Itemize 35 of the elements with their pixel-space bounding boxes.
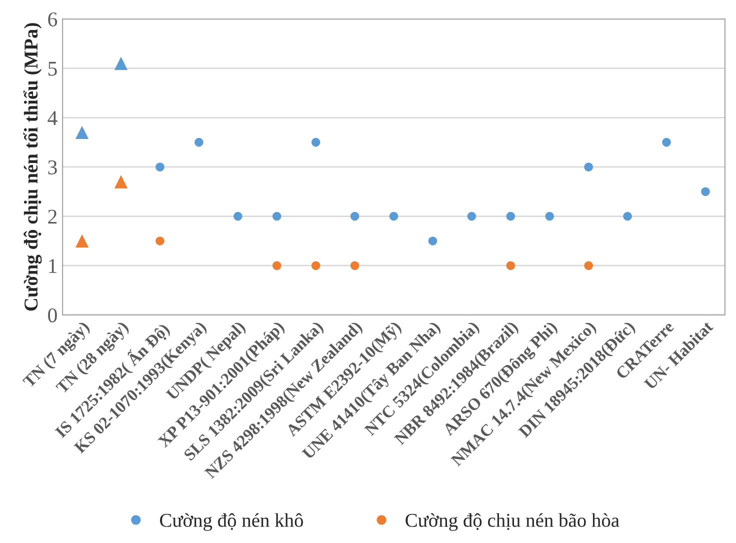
point [545, 212, 554, 221]
point [272, 261, 282, 270]
point [234, 212, 242, 221]
y-tick-label: 1 [49, 259, 56, 273]
legend-label: Cường độ nén khô [160, 513, 303, 531]
point [662, 138, 671, 147]
y-tick-label: 3 [48, 160, 57, 174]
point [584, 261, 593, 270]
point [75, 234, 89, 248]
point [114, 56, 128, 70]
point [75, 126, 89, 140]
point [506, 261, 516, 270]
y-tick-label: 2 [48, 210, 57, 224]
y-tick-label: 5 [48, 62, 57, 76]
point [584, 162, 593, 172]
point [114, 175, 128, 188]
point [156, 236, 164, 246]
point [350, 212, 360, 221]
point [350, 261, 360, 270]
y-axis-title: Cường độ chịu nén tối thiểu (MPa) [23, 23, 42, 311]
y-tick-label: 0 [48, 308, 57, 322]
y-tick-label: 6 [48, 12, 58, 26]
legend-label: Cường độ chịu nén bão hòa [406, 513, 620, 531]
point [701, 187, 710, 196]
point [389, 212, 398, 221]
point [156, 162, 164, 172]
point [467, 212, 476, 221]
point [506, 212, 516, 221]
point [311, 138, 320, 147]
y-tick-label: 4 [48, 111, 58, 125]
point [623, 212, 632, 221]
point [311, 261, 320, 270]
point [428, 236, 438, 246]
point [194, 138, 204, 147]
point [272, 212, 282, 221]
